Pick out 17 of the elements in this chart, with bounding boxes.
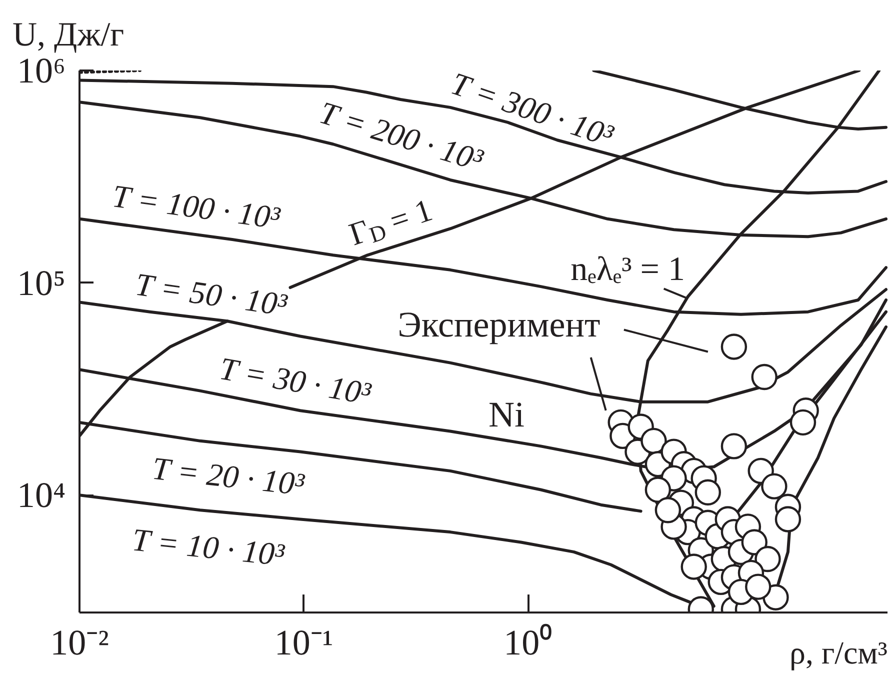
text: T = 100 · 10³ (110, 178, 282, 236)
annotation: Ni (488, 394, 524, 434)
y-tick-label: 10⁵ (16, 262, 66, 303)
legend-label: Эксперимент (398, 304, 601, 345)
x-axis-title: ρ, г/см³ (789, 634, 888, 670)
text: T = 20 · 10³ (150, 450, 306, 502)
x-tick-label: 10⁰ (504, 622, 553, 662)
x-tick-label: 10⁻² (50, 622, 109, 662)
text: T = 30 · 10³ (217, 350, 374, 412)
text: T = 10 · 10³ (130, 521, 286, 573)
series-label: nₑλₑ³ = 1 (570, 251, 685, 288)
text: ΓD = 1 (344, 191, 436, 252)
y-tick-label: 10⁶ (16, 50, 66, 90)
text: T = 50 · 10³ (133, 266, 290, 323)
x-tick-label: 10⁻¹ (274, 622, 334, 662)
y-axis-title: U, Дж/г (12, 16, 124, 54)
y-tick-label: 10⁴ (16, 475, 66, 516)
